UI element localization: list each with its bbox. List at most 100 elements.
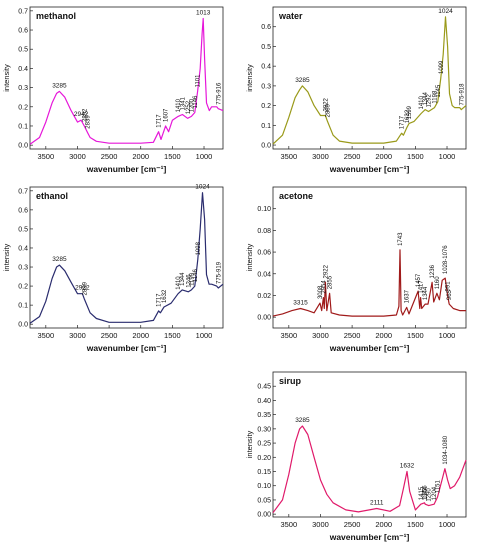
plot-frame (272, 6, 467, 150)
spectrum-line (29, 192, 224, 324)
peak-label: 2855 (328, 275, 334, 289)
peak-label: 1717 (157, 293, 163, 307)
x-tick-label: 2500 (101, 331, 118, 340)
peak-label: 1637 (405, 289, 411, 303)
peak-label: 1344 (423, 92, 429, 106)
peak-label: 1607 (164, 108, 170, 122)
peak-label: 1599 (407, 105, 413, 119)
y-tick-label: 0.6 (261, 24, 271, 31)
panel-title: sirup (279, 376, 302, 386)
x-tick-label: 1000 (439, 520, 456, 529)
y-tick-label: 0.4 (18, 66, 28, 73)
x-tick-label: 3500 (280, 520, 297, 529)
x-tick-label: 1000 (196, 331, 213, 340)
x-tick-label: 1500 (407, 152, 424, 161)
peak-label: 991 (446, 281, 452, 292)
y-tick-label: 0.3 (18, 265, 28, 272)
x-axis-label: wavenumber [cm⁻¹] (86, 164, 167, 174)
y-tick-label: 0.05 (257, 497, 271, 504)
spectrum-line (272, 425, 467, 514)
peak-label: 3285 (295, 417, 310, 424)
peak-label: 1198 (432, 90, 438, 104)
peak-label: 1344 (180, 272, 186, 286)
peak-label: 2111 (370, 499, 384, 506)
spectrum-panel-water: water 3500 3000 2500 2000 1500 1000 0.0 0.1 0.2 0.… (245, 6, 467, 174)
x-axis-label: wavenumber [cm⁻¹] (329, 532, 410, 542)
x-tick-label: 3500 (37, 152, 54, 161)
peak-label: 2889 (325, 103, 331, 117)
plot-frame (29, 6, 224, 150)
x-tick-label: 3000 (312, 331, 329, 340)
peak-label: 2954 (321, 280, 327, 294)
y-tick-label: 0.02 (257, 293, 271, 300)
y-tick-label: 0.7 (18, 188, 28, 195)
x-tick-label: 3000 (312, 520, 329, 529)
peak-label: 1717 (157, 114, 163, 128)
peak-label: 965 (447, 289, 453, 300)
peak-label: 1146 (193, 95, 199, 109)
x-tick-label: 1500 (164, 331, 181, 340)
y-tick-label: 0.3 (18, 85, 28, 92)
peak-label: 1410 (176, 276, 182, 290)
panel-title: acetone (279, 191, 313, 201)
peak-label: 1101 (196, 74, 202, 88)
peak-label: 1417 (419, 280, 425, 294)
y-tick-label: 0.00 (257, 315, 271, 322)
y-tick-label: 0.0 (18, 143, 28, 150)
x-tick-label: 2000 (375, 152, 392, 161)
y-tick-label: 0.20 (257, 455, 271, 462)
y-tick-label: 0.1 (18, 123, 28, 130)
spectrum-panel-ethanol: ethanol 3500 3000 2500 2000 1500 1000 0.0 0.1 0.2… (2, 184, 224, 353)
y-tick-label: 0.2 (18, 104, 28, 111)
peak-label: 2889 (82, 281, 88, 295)
x-tick-label: 3000 (69, 331, 86, 340)
peak-label: 2892 (82, 108, 88, 122)
y-tick-label: 0.40 (257, 398, 271, 405)
peak-label: 775-918 (459, 83, 465, 106)
panel-title: methanol (36, 11, 76, 21)
x-tick-label: 1500 (407, 520, 424, 529)
peak-label: 1415 (419, 486, 425, 500)
x-tick-label: 2500 (344, 520, 361, 529)
peak-label: 1292 (427, 94, 433, 108)
peak-label: 1252 (186, 100, 192, 114)
peak-label: 2922 (323, 97, 329, 111)
y-tick-label: 0.35 (257, 412, 271, 419)
peak-label: 3285 (52, 82, 67, 89)
x-axis-label: wavenumber [cm⁻¹] (329, 343, 410, 353)
y-tick-label: 0.0 (261, 143, 271, 150)
peak-label: 3285 (295, 77, 310, 84)
peak-label: 1410 (176, 98, 182, 112)
x-tick-label: 1000 (439, 152, 456, 161)
spectrum-panel-sirup: sirup 3500 3000 2500 2000 1500 1000 0.00 0.05 0.1… (245, 371, 467, 542)
y-tick-label: 0.6 (18, 28, 28, 35)
spectrum-line (29, 17, 224, 145)
panel-title: ethanol (36, 191, 68, 201)
y-tick-label: 0.45 (257, 384, 271, 391)
y-tick-label: 0.0 (18, 322, 28, 329)
y-tick-label: 0.10 (257, 483, 271, 490)
y-axis-label: intensity (2, 243, 11, 271)
plot-frame (29, 186, 224, 329)
y-tick-label: 0.2 (18, 284, 28, 291)
peak-label: 1200 (189, 98, 195, 112)
plot-frame (272, 186, 467, 329)
y-tick-label: 0.6 (18, 207, 28, 214)
peak-label: 1151 (435, 480, 441, 494)
x-tick-label: 2000 (132, 331, 149, 340)
peak-label: 1146 (193, 269, 199, 283)
y-tick-label: 0.5 (18, 47, 28, 54)
peak-label: 1013 (196, 10, 211, 17)
panel-title: water (278, 11, 303, 21)
peak-label: 1028-1076 (443, 245, 449, 274)
peak-label: 1341 (180, 96, 186, 110)
peak-label: 2942 (74, 111, 89, 118)
x-tick-label: 1500 (407, 331, 424, 340)
spectrum-line (272, 249, 466, 317)
peak-label: 2839 (86, 115, 92, 129)
y-tick-label: 0.30 (257, 426, 271, 433)
peak-label: 1743 (398, 232, 404, 246)
peak-label: 1034-1080 (443, 435, 449, 464)
x-axis-label: wavenumber [cm⁻¹] (86, 343, 167, 353)
x-tick-label: 1500 (164, 152, 181, 161)
